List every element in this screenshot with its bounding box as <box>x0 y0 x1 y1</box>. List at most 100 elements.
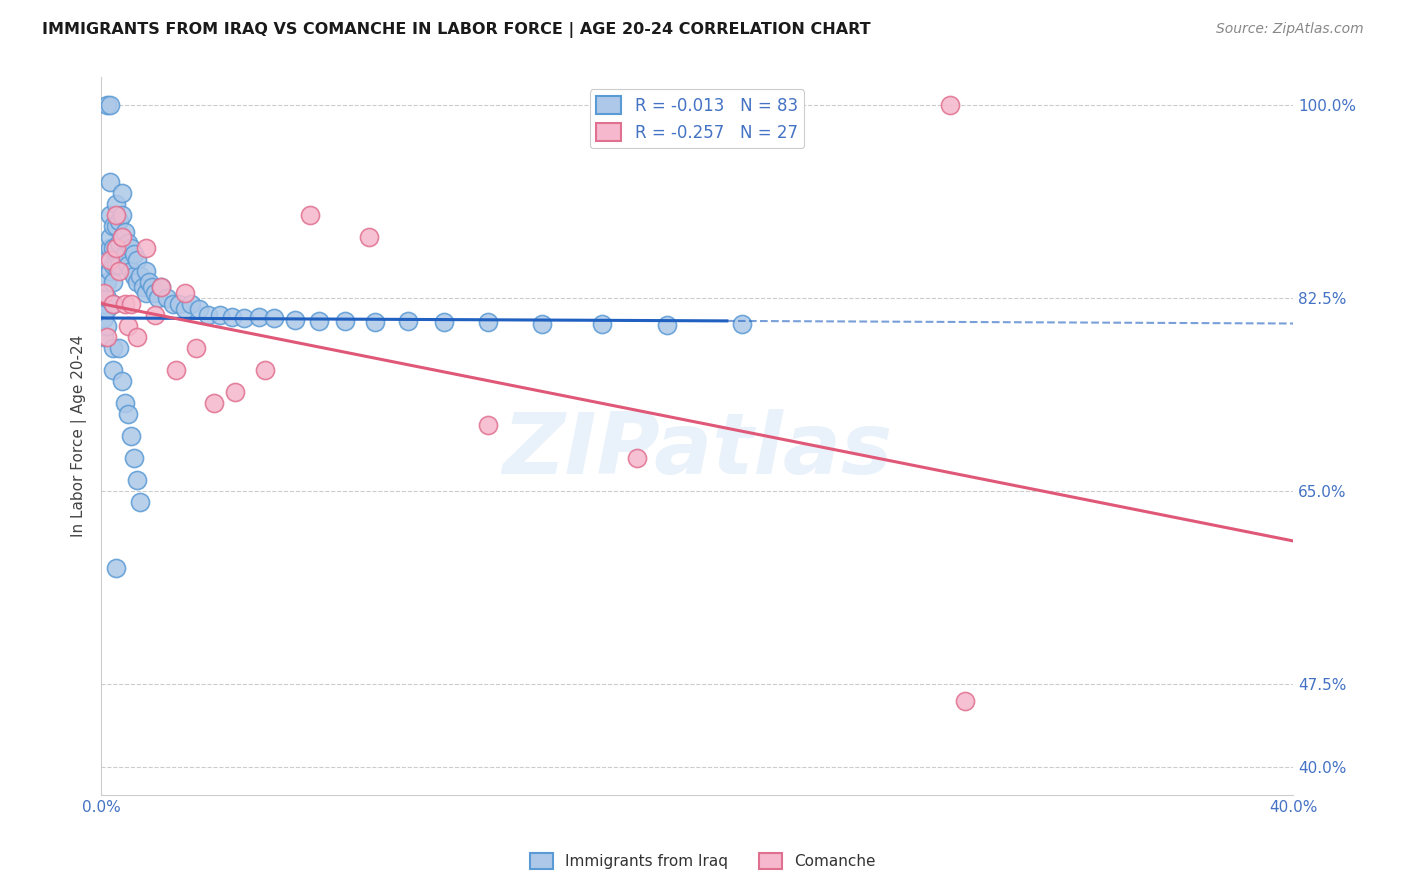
Point <box>132 280 155 294</box>
Point <box>117 407 139 421</box>
Point <box>114 296 136 310</box>
Point <box>114 225 136 239</box>
Point <box>186 341 208 355</box>
Point <box>122 451 145 466</box>
Point <box>162 296 184 310</box>
Point <box>93 285 115 300</box>
Point <box>477 315 499 329</box>
Point <box>101 363 124 377</box>
Point <box>202 396 225 410</box>
Point <box>122 268 145 283</box>
Point <box>105 208 128 222</box>
Point <box>111 230 134 244</box>
Point <box>224 384 246 399</box>
Point <box>188 302 211 317</box>
Point <box>111 208 134 222</box>
Point <box>125 330 148 344</box>
Point <box>96 291 118 305</box>
Point <box>101 296 124 310</box>
Point <box>117 235 139 250</box>
Point <box>101 219 124 234</box>
Point <box>143 308 166 322</box>
Point <box>122 247 145 261</box>
Point <box>939 98 962 112</box>
Point <box>105 242 128 256</box>
Point <box>93 330 115 344</box>
Text: ZIPatlas: ZIPatlas <box>502 409 893 491</box>
Point <box>96 318 118 333</box>
Point <box>98 208 121 222</box>
Text: IMMIGRANTS FROM IRAQ VS COMANCHE IN LABOR FORCE | AGE 20-24 CORRELATION CHART: IMMIGRANTS FROM IRAQ VS COMANCHE IN LABO… <box>42 22 870 38</box>
Point <box>105 219 128 234</box>
Point <box>626 451 648 466</box>
Point <box>143 285 166 300</box>
Point <box>125 252 148 267</box>
Point <box>108 341 131 355</box>
Point <box>111 230 134 244</box>
Point <box>253 363 276 377</box>
Point <box>108 235 131 250</box>
Point <box>128 495 150 509</box>
Point <box>197 308 219 322</box>
Point <box>101 258 124 272</box>
Point <box>955 694 977 708</box>
Point <box>284 313 307 327</box>
Point <box>93 310 115 325</box>
Point <box>209 308 232 322</box>
Point <box>146 291 169 305</box>
Point <box>93 296 115 310</box>
Point <box>96 275 118 289</box>
Point <box>101 341 124 355</box>
Point <box>96 330 118 344</box>
Point <box>108 263 131 277</box>
Point <box>96 98 118 112</box>
Point <box>96 252 118 267</box>
Point <box>180 296 202 310</box>
Point <box>247 310 270 324</box>
Point <box>111 186 134 201</box>
Point <box>98 98 121 112</box>
Point <box>114 247 136 261</box>
Point <box>105 242 128 256</box>
Point <box>149 280 172 294</box>
Point <box>359 230 381 244</box>
Point <box>173 302 195 317</box>
Point <box>138 275 160 289</box>
Point <box>120 296 142 310</box>
Point <box>135 285 157 300</box>
Point <box>731 317 754 331</box>
Point <box>165 363 187 377</box>
Point <box>98 175 121 189</box>
Point <box>105 561 128 575</box>
Point <box>221 310 243 324</box>
Point <box>114 396 136 410</box>
Point <box>364 315 387 329</box>
Point <box>120 263 142 277</box>
Point <box>101 296 124 310</box>
Point <box>117 318 139 333</box>
Point <box>105 197 128 211</box>
Point <box>396 314 419 328</box>
Point <box>149 280 172 294</box>
Point <box>335 314 357 328</box>
Y-axis label: In Labor Force | Age 20-24: In Labor Force | Age 20-24 <box>72 334 87 537</box>
Point <box>477 417 499 432</box>
Point <box>98 242 121 256</box>
Point <box>98 252 121 267</box>
Point <box>108 214 131 228</box>
Point <box>120 242 142 256</box>
Point <box>657 318 679 332</box>
Point <box>120 429 142 443</box>
Legend: Immigrants from Iraq, Comanche: Immigrants from Iraq, Comanche <box>524 847 882 875</box>
Point <box>125 275 148 289</box>
Legend: R = -0.013   N = 83, R = -0.257   N = 27: R = -0.013 N = 83, R = -0.257 N = 27 <box>589 89 804 148</box>
Point <box>101 275 124 289</box>
Point <box>128 268 150 283</box>
Point <box>433 315 456 329</box>
Point <box>298 208 321 222</box>
Point <box>308 314 330 328</box>
Point <box>141 280 163 294</box>
Point <box>167 296 190 310</box>
Point <box>98 263 121 277</box>
Text: Source: ZipAtlas.com: Source: ZipAtlas.com <box>1216 22 1364 37</box>
